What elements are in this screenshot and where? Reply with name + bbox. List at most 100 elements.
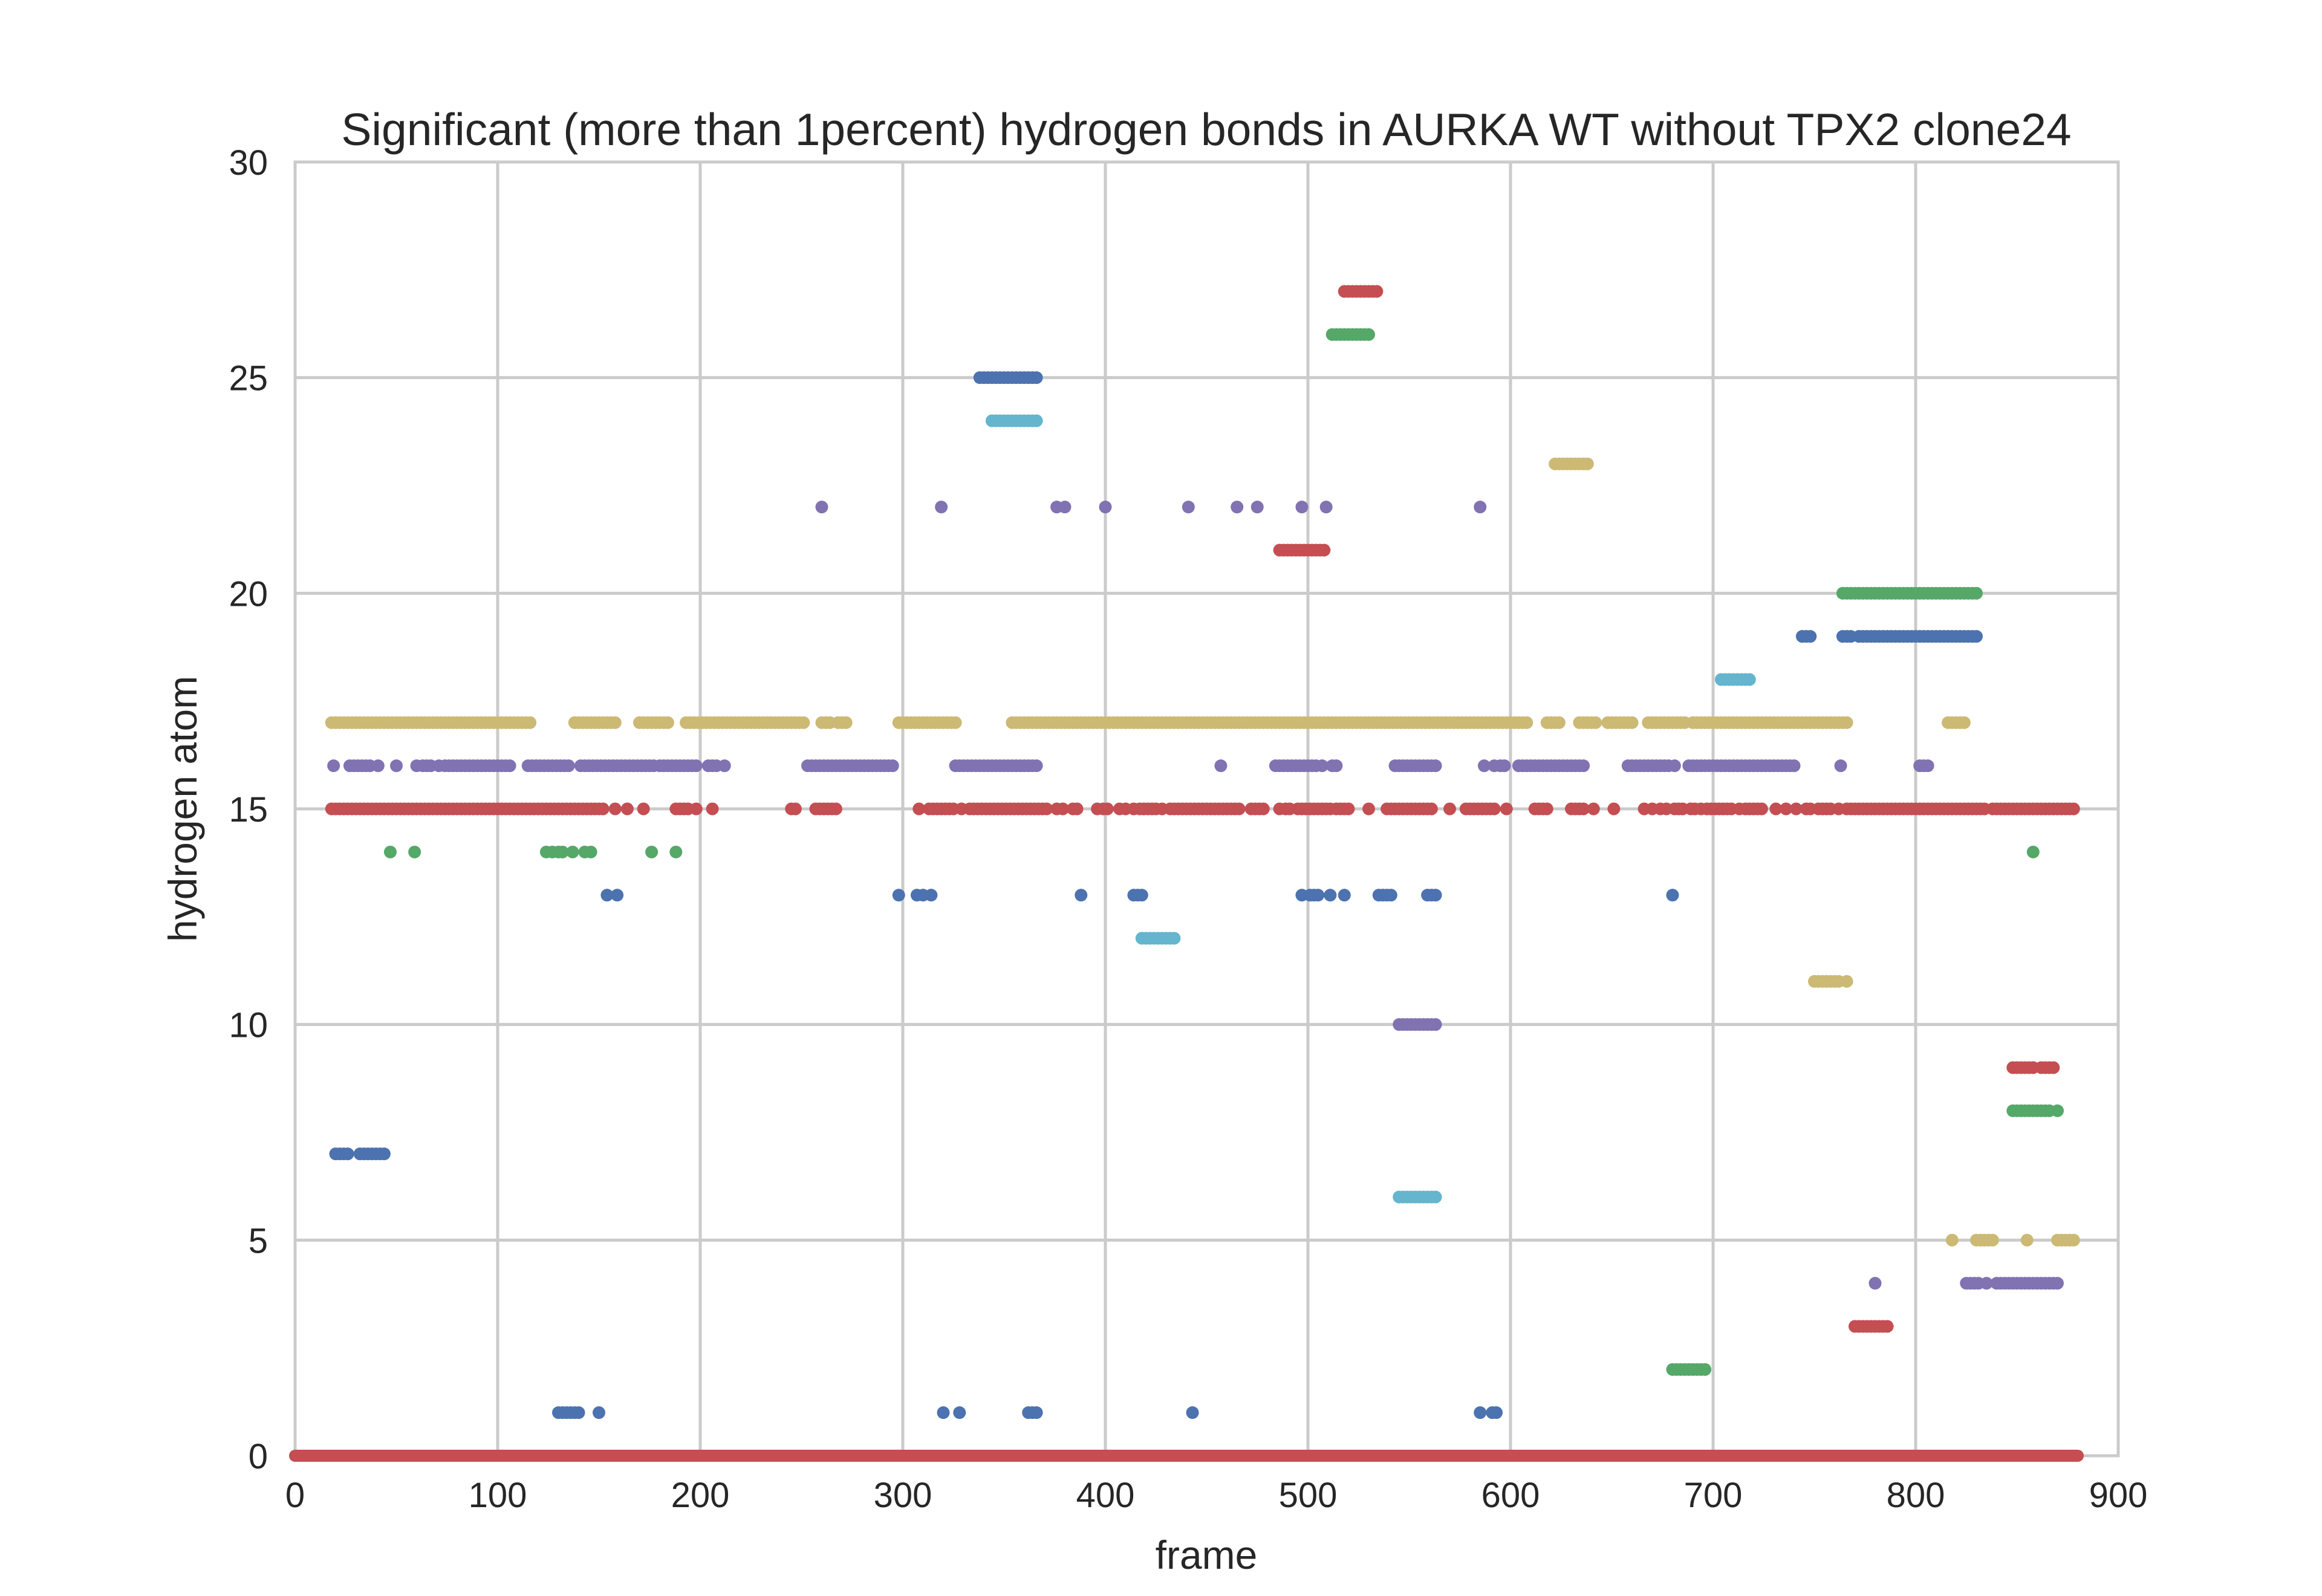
data-point <box>1477 759 1491 773</box>
series-hydrogen-9 <box>2006 1061 2060 1074</box>
data-point <box>1056 802 1070 816</box>
data-point <box>1957 716 1971 729</box>
data-point <box>1324 889 1337 902</box>
data-point <box>1443 802 1456 816</box>
data-point <box>1589 716 1602 729</box>
data-point <box>637 802 650 816</box>
data-point <box>645 845 659 858</box>
data-point <box>1342 802 1355 816</box>
series-hydrogen-13 <box>600 889 1679 902</box>
data-point <box>1319 501 1333 514</box>
data-point <box>1581 457 1594 470</box>
data-point <box>584 845 597 858</box>
series-hydrogen-14 <box>383 845 2040 858</box>
data-point <box>1058 501 1072 514</box>
data-point <box>1168 932 1181 945</box>
data-point <box>1970 630 1983 643</box>
data-point <box>1668 759 1681 773</box>
series-hydrogen-17 <box>325 716 1971 729</box>
data-point <box>1315 759 1328 773</box>
data-point <box>1070 802 1084 816</box>
data-point <box>1789 802 1803 816</box>
data-point <box>1552 716 1566 729</box>
series-hydrogen-10 <box>1393 1018 1442 1031</box>
data-point <box>1787 759 1801 773</box>
series-hydrogen-26 <box>1325 328 1375 341</box>
series-hydrogen-6 <box>1393 1190 1442 1204</box>
series-hydrogen-15 <box>325 802 2080 816</box>
data-point <box>1840 975 1853 988</box>
data-point <box>689 759 703 773</box>
data-point <box>1257 802 1270 816</box>
data-point <box>669 845 683 858</box>
data-point <box>2067 802 2080 816</box>
data-point <box>1429 759 1442 773</box>
y-tick-label: 10 <box>229 1006 268 1045</box>
data-point <box>503 759 516 773</box>
data-point <box>1318 543 1331 557</box>
chart-title: Significant (more than 1percent) hydroge… <box>341 104 2071 155</box>
data-point <box>611 889 624 902</box>
data-point <box>1232 802 1246 816</box>
y-tick-label: 5 <box>249 1221 268 1260</box>
data-point <box>377 1147 391 1161</box>
data-point <box>1980 1277 1993 1290</box>
data-point <box>1186 1406 1199 1419</box>
series-hydrogen-16 <box>327 759 1934 773</box>
series-hydrogen-4 <box>1868 1277 2064 1290</box>
data-point <box>937 1406 950 1419</box>
series-hydrogen-7 <box>329 1147 391 1161</box>
data-point <box>797 716 810 729</box>
data-point <box>1312 889 1325 902</box>
data-point <box>953 1406 966 1419</box>
data-point <box>1384 889 1397 902</box>
data-point <box>1135 889 1148 902</box>
data-point <box>596 802 610 816</box>
data-point <box>1804 630 1817 643</box>
data-point <box>1474 501 1487 514</box>
data-point <box>2047 1061 2060 1074</box>
data-point <box>1429 1190 1442 1204</box>
data-point <box>1370 285 1384 298</box>
data-point <box>912 802 926 816</box>
data-point <box>1330 759 1343 773</box>
data-point <box>815 501 828 514</box>
data-point <box>1429 1018 1442 1031</box>
series-hydrogen-3 <box>1849 1320 1894 1333</box>
series-hydrogen-2 <box>1666 1363 1712 1376</box>
series-hydrogen-11 <box>1808 975 1853 988</box>
data-point <box>892 889 905 902</box>
x-tick-label: 800 <box>1887 1476 1945 1515</box>
series-hydrogen-18 <box>1714 673 1756 686</box>
data-point <box>1881 1320 1894 1333</box>
data-point <box>1474 1406 1487 1419</box>
data-point <box>572 1406 585 1419</box>
data-point <box>1699 1363 1712 1376</box>
data-point <box>600 889 614 902</box>
data-point <box>371 759 385 773</box>
series-hydrogen-19 <box>1795 630 1983 643</box>
x-tick-label: 900 <box>2089 1476 2148 1515</box>
y-tick-label: 30 <box>229 143 268 183</box>
data-point <box>1250 501 1264 514</box>
data-point <box>1500 802 1513 816</box>
series-hydrogen-8 <box>2006 1104 2064 1117</box>
x-axis-title: frame <box>1156 1533 1258 1577</box>
data-point <box>1362 328 1375 341</box>
x-tick-label: 400 <box>1076 1476 1135 1515</box>
data-point <box>1780 802 1793 816</box>
data-point <box>1577 802 1590 816</box>
y-axis-title: hydrogen atom <box>160 676 205 942</box>
x-tick-label: 300 <box>874 1476 932 1515</box>
data-point <box>1607 802 1621 816</box>
data-point <box>1666 889 1679 902</box>
data-point <box>935 501 948 514</box>
data-point <box>1755 802 1768 816</box>
data-point <box>1214 759 1228 773</box>
data-point <box>829 802 842 816</box>
series-hydrogen-24 <box>985 414 1043 427</box>
data-point <box>1030 371 1043 384</box>
data-point <box>1030 1406 1043 1419</box>
series-hydrogen-21 <box>1273 543 1331 557</box>
